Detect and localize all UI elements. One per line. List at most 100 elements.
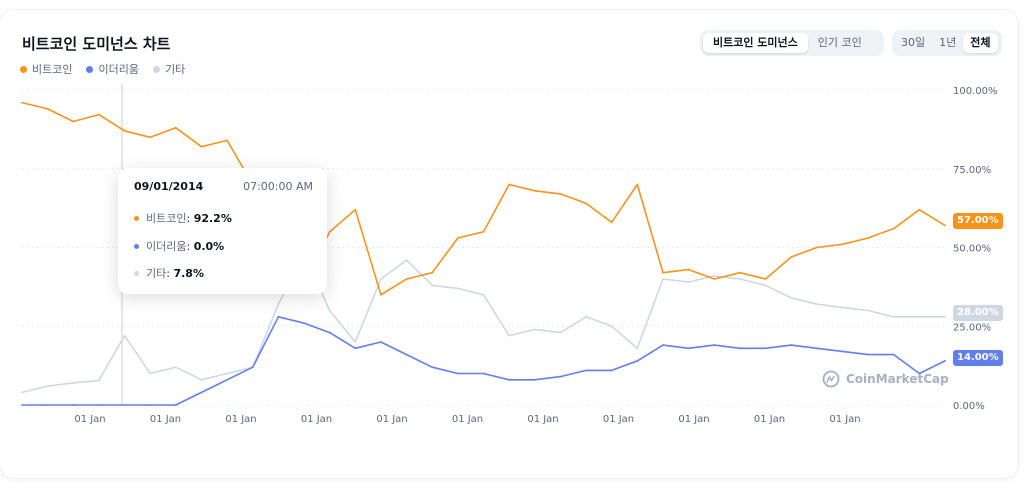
data-point-btc: [738, 271, 741, 274]
series-line-eth: [22, 316, 946, 406]
data-point-eth: [482, 372, 485, 375]
data-point-other: [713, 274, 716, 277]
data-point-btc: [790, 256, 793, 258]
data-point-btc: [764, 278, 767, 280]
x-tick-label: 01 Jan: [829, 414, 860, 425]
tooltip-value-eth: 0.0%: [193, 240, 225, 253]
range-tabs: 30일 1년 전체: [892, 30, 1002, 56]
tooltip-row-eth: 이더리움: 0.0%: [134, 238, 224, 254]
data-point-eth: [944, 360, 946, 362]
data-point-btc: [482, 230, 485, 233]
data-point-other: [72, 382, 75, 384]
tab-range-30d[interactable]: 30일: [901, 36, 926, 49]
data-point-eth: [687, 347, 690, 350]
data-point-other: [918, 315, 921, 318]
legend-swatch-eth: [86, 65, 94, 73]
data-point-eth: [815, 347, 818, 350]
data-point-other: [790, 297, 793, 299]
legend-item-btc[interactable]: 비트코인: [20, 61, 72, 77]
legend-label-other: 기타: [164, 63, 186, 76]
x-tick-label: 01 Jan: [225, 414, 256, 425]
tab-range-all[interactable]: 전체: [963, 33, 998, 53]
data-point-other: [21, 391, 23, 394]
data-point-eth: [354, 347, 357, 350]
data-point-eth: [508, 378, 511, 381]
data-point-btc: [559, 193, 562, 195]
tooltip-swatch-eth: [134, 243, 139, 249]
tab-popular-coins[interactable]: 인기 코인: [817, 36, 862, 49]
y-tick-label: 25.00%: [953, 322, 991, 333]
data-point-eth: [46, 404, 49, 406]
data-point-eth: [328, 331, 331, 334]
x-tick-label: 01 Jan: [150, 414, 181, 425]
data-point-eth: [277, 315, 280, 318]
data-point-eth: [72, 404, 75, 406]
legend-label-eth: 이더리움: [98, 63, 139, 76]
data-point-btc: [841, 243, 844, 246]
y-tick-label: 50.00%: [953, 244, 991, 255]
data-point-other: [456, 287, 459, 290]
data-point-eth: [431, 366, 434, 369]
data-point-other: [405, 259, 408, 261]
data-point-btc: [687, 268, 690, 271]
data-point-eth: [380, 341, 382, 343]
tab-btc-dominance[interactable]: 비트코인 도미넌스: [703, 33, 808, 53]
data-point-other: [815, 303, 818, 306]
data-point-other: [738, 278, 741, 280]
current-value-badge-other: 28.00%: [953, 305, 1003, 321]
data-point-other: [662, 278, 664, 280]
legend-item-other[interactable]: 기타: [152, 61, 186, 77]
coinmarketcap-watermark: CoinMarketCap: [822, 370, 949, 388]
data-point-other: [687, 281, 690, 284]
y-tick-label: 100.00%: [953, 86, 998, 97]
x-tick-label: 01 Jan: [452, 414, 483, 425]
data-point-btc: [149, 136, 152, 139]
data-point-btc: [713, 278, 716, 280]
data-point-eth: [636, 360, 639, 362]
legend-label-btc: 비트코인: [32, 63, 73, 76]
data-point-btc: [456, 237, 459, 239]
data-point-btc: [354, 208, 357, 211]
data-point-other: [892, 315, 895, 318]
x-tick-label: 01 Jan: [301, 414, 332, 425]
view-tabs: 비트코인 도미넌스 인기 코인: [700, 30, 884, 56]
data-point-eth: [841, 350, 844, 353]
tooltip-swatch-other: [134, 270, 139, 276]
data-point-other: [559, 331, 562, 334]
data-point-eth: [738, 347, 741, 350]
data-point-btc: [533, 189, 536, 192]
tooltip-value-other: 7.8%: [173, 267, 204, 280]
watermark-text: CoinMarketCap: [846, 372, 949, 386]
data-point-other: [380, 278, 382, 280]
data-point-eth: [790, 344, 793, 347]
x-tick-label: 01 Jan: [754, 414, 785, 425]
data-point-btc: [380, 293, 382, 296]
data-point-other: [46, 385, 49, 387]
data-point-eth: [585, 369, 587, 372]
y-tick-label: 0.00%: [953, 401, 985, 412]
data-point-other: [585, 315, 587, 318]
tooltip-time: 07:00:00 AM: [243, 180, 313, 193]
legend-item-eth[interactable]: 이더리움: [86, 61, 139, 77]
data-point-other: [867, 309, 869, 312]
data-point-btc: [200, 145, 203, 148]
data-point-btc: [405, 278, 408, 280]
current-value-badge-eth: 14.00%: [953, 350, 1003, 366]
data-point-btc: [918, 208, 921, 211]
tab-range-1y[interactable]: 1년: [939, 36, 957, 49]
data-point-btc: [226, 139, 229, 142]
data-point-eth: [200, 391, 203, 394]
data-point-btc: [662, 271, 664, 274]
data-point-other: [149, 372, 152, 375]
data-point-other: [226, 372, 229, 375]
data-point-eth: [21, 404, 23, 406]
x-tick-label: 01 Jan: [527, 414, 558, 425]
data-point-btc: [123, 130, 126, 132]
data-point-btc: [431, 271, 434, 274]
current-value-badge-btc: 57.00%: [953, 213, 1003, 229]
x-tick-label: 01 Jan: [74, 414, 105, 425]
tooltip-value-btc: 92.2%: [193, 212, 232, 225]
tooltip-row-btc: 비트코인: 92.2%: [134, 210, 232, 226]
legend-swatch-btc: [20, 65, 27, 73]
x-tick-label: 01 Jan: [603, 414, 634, 425]
